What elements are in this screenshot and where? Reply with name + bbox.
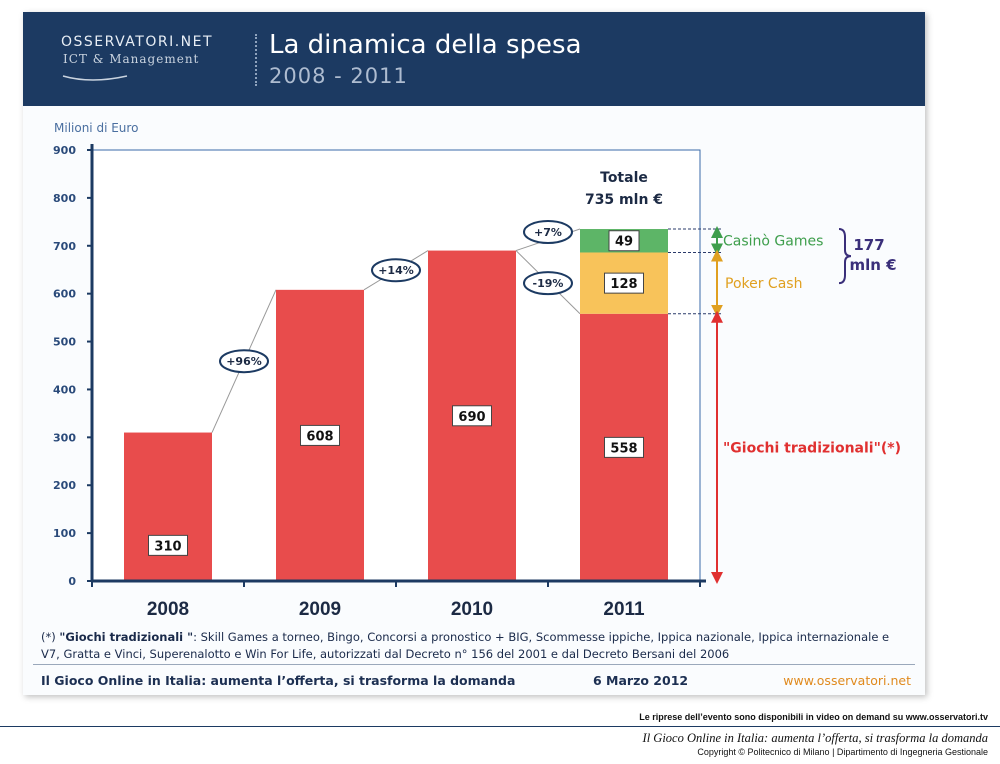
bracket-value: 177 xyxy=(853,236,884,254)
page-footer-copyright: Copyright © Politecnico di Milano | Dipa… xyxy=(697,747,988,757)
growth-label-2011-traditional-ellipse xyxy=(523,271,573,296)
page-subtitle: 2008 - 2011 xyxy=(269,64,408,88)
footer-url[interactable]: www.osservatori.net xyxy=(783,673,911,688)
bar-value-box xyxy=(604,436,644,458)
page-footer-title: Il Gioco Online in Italia: aumenta l’off… xyxy=(642,731,988,745)
y-tick-label: 200 xyxy=(53,479,76,492)
y-tick-label: 600 xyxy=(53,288,76,301)
bar-value-label: 608 xyxy=(306,429,333,444)
x-tick-label: 2011 xyxy=(603,599,645,620)
x-tick-label: 2010 xyxy=(451,599,493,620)
growth-label-2011-traditional: -19% xyxy=(533,277,564,290)
growth-label-2011-total: +7% xyxy=(534,226,562,239)
growth-label-2010: +14% xyxy=(378,264,414,277)
bracket-unit: mln € xyxy=(849,256,896,274)
footnote: (*) "Giochi tradizionali ": Skill Games … xyxy=(41,629,911,663)
footnote-text: : Skill Games a torneo, Bingo, Concorsi … xyxy=(41,630,890,661)
footer-divider xyxy=(33,664,915,665)
legend-giochi-tradizionali: "Giochi tradizionali"(*) xyxy=(723,440,901,456)
total-label: Totale xyxy=(600,170,648,186)
footnote-term: "Giochi tradizionali " xyxy=(59,630,194,644)
page-footer-divider xyxy=(0,726,1000,727)
growth-label-2010-ellipse xyxy=(371,258,421,283)
spending-chart: 310 608 690 558 128 49 +96% +14% +7% -19% Totale 7… xyxy=(53,121,901,620)
bar-value-label: 310 xyxy=(154,539,181,554)
bar-value-box xyxy=(148,534,188,556)
logo-subtext: ICT & Management xyxy=(63,52,200,66)
growth-label-2011-total-ellipse xyxy=(523,220,573,245)
x-tick-label: 2009 xyxy=(299,599,341,620)
legend-poker-cash: Poker Cash xyxy=(725,276,802,292)
legend-casino-games: Casinò Games xyxy=(723,234,823,250)
y-tick-label: 500 xyxy=(53,336,76,349)
growth-label-2009-ellipse xyxy=(219,349,269,374)
y-tick-label: 900 xyxy=(53,144,76,157)
bar-value-box xyxy=(452,405,492,427)
x-tick-label: 2008 xyxy=(147,599,189,620)
footer-date: 6 Marzo 2012 xyxy=(593,673,689,688)
y-tick-label: 800 xyxy=(53,192,76,205)
bar-value-box xyxy=(608,230,640,252)
y-tick-label: 700 xyxy=(53,240,76,253)
bar-value-label: 558 xyxy=(610,441,637,456)
header-divider xyxy=(255,34,257,86)
bar-2008-series-0 xyxy=(124,432,212,581)
page-title: La dinamica della spesa xyxy=(269,30,582,60)
video-note: Le riprese dell’evento sono disponibili … xyxy=(639,712,988,722)
slide: OSSERVATORI.NET ICT & Management La dina… xyxy=(23,12,925,695)
bar-value-label: 690 xyxy=(458,410,485,425)
y-axis-label: Milioni di Euro xyxy=(54,121,138,135)
y-tick-label: 100 xyxy=(53,527,76,540)
bar-value-label: 128 xyxy=(610,277,637,292)
footnote-marker: (*) xyxy=(41,630,60,644)
curly-bracket xyxy=(838,228,852,285)
total-value: 735 mln € xyxy=(585,192,663,208)
y-tick-label: 400 xyxy=(53,383,76,396)
y-tick-label: 0 xyxy=(68,575,76,588)
growth-label-2009: +96% xyxy=(226,355,262,368)
bar-value-label: 49 xyxy=(615,235,633,250)
bar-value-box xyxy=(300,424,340,446)
bar-value-box xyxy=(604,272,644,294)
slide-header: OSSERVATORI.NET ICT & Management La dina… xyxy=(23,12,925,106)
logo-swoosh-icon xyxy=(62,75,128,81)
logo-text: OSSERVATORI.NET xyxy=(61,34,214,50)
y-tick-label: 300 xyxy=(53,431,76,444)
footer-event-title: Il Gioco Online in Italia: aumenta l’off… xyxy=(41,673,516,688)
